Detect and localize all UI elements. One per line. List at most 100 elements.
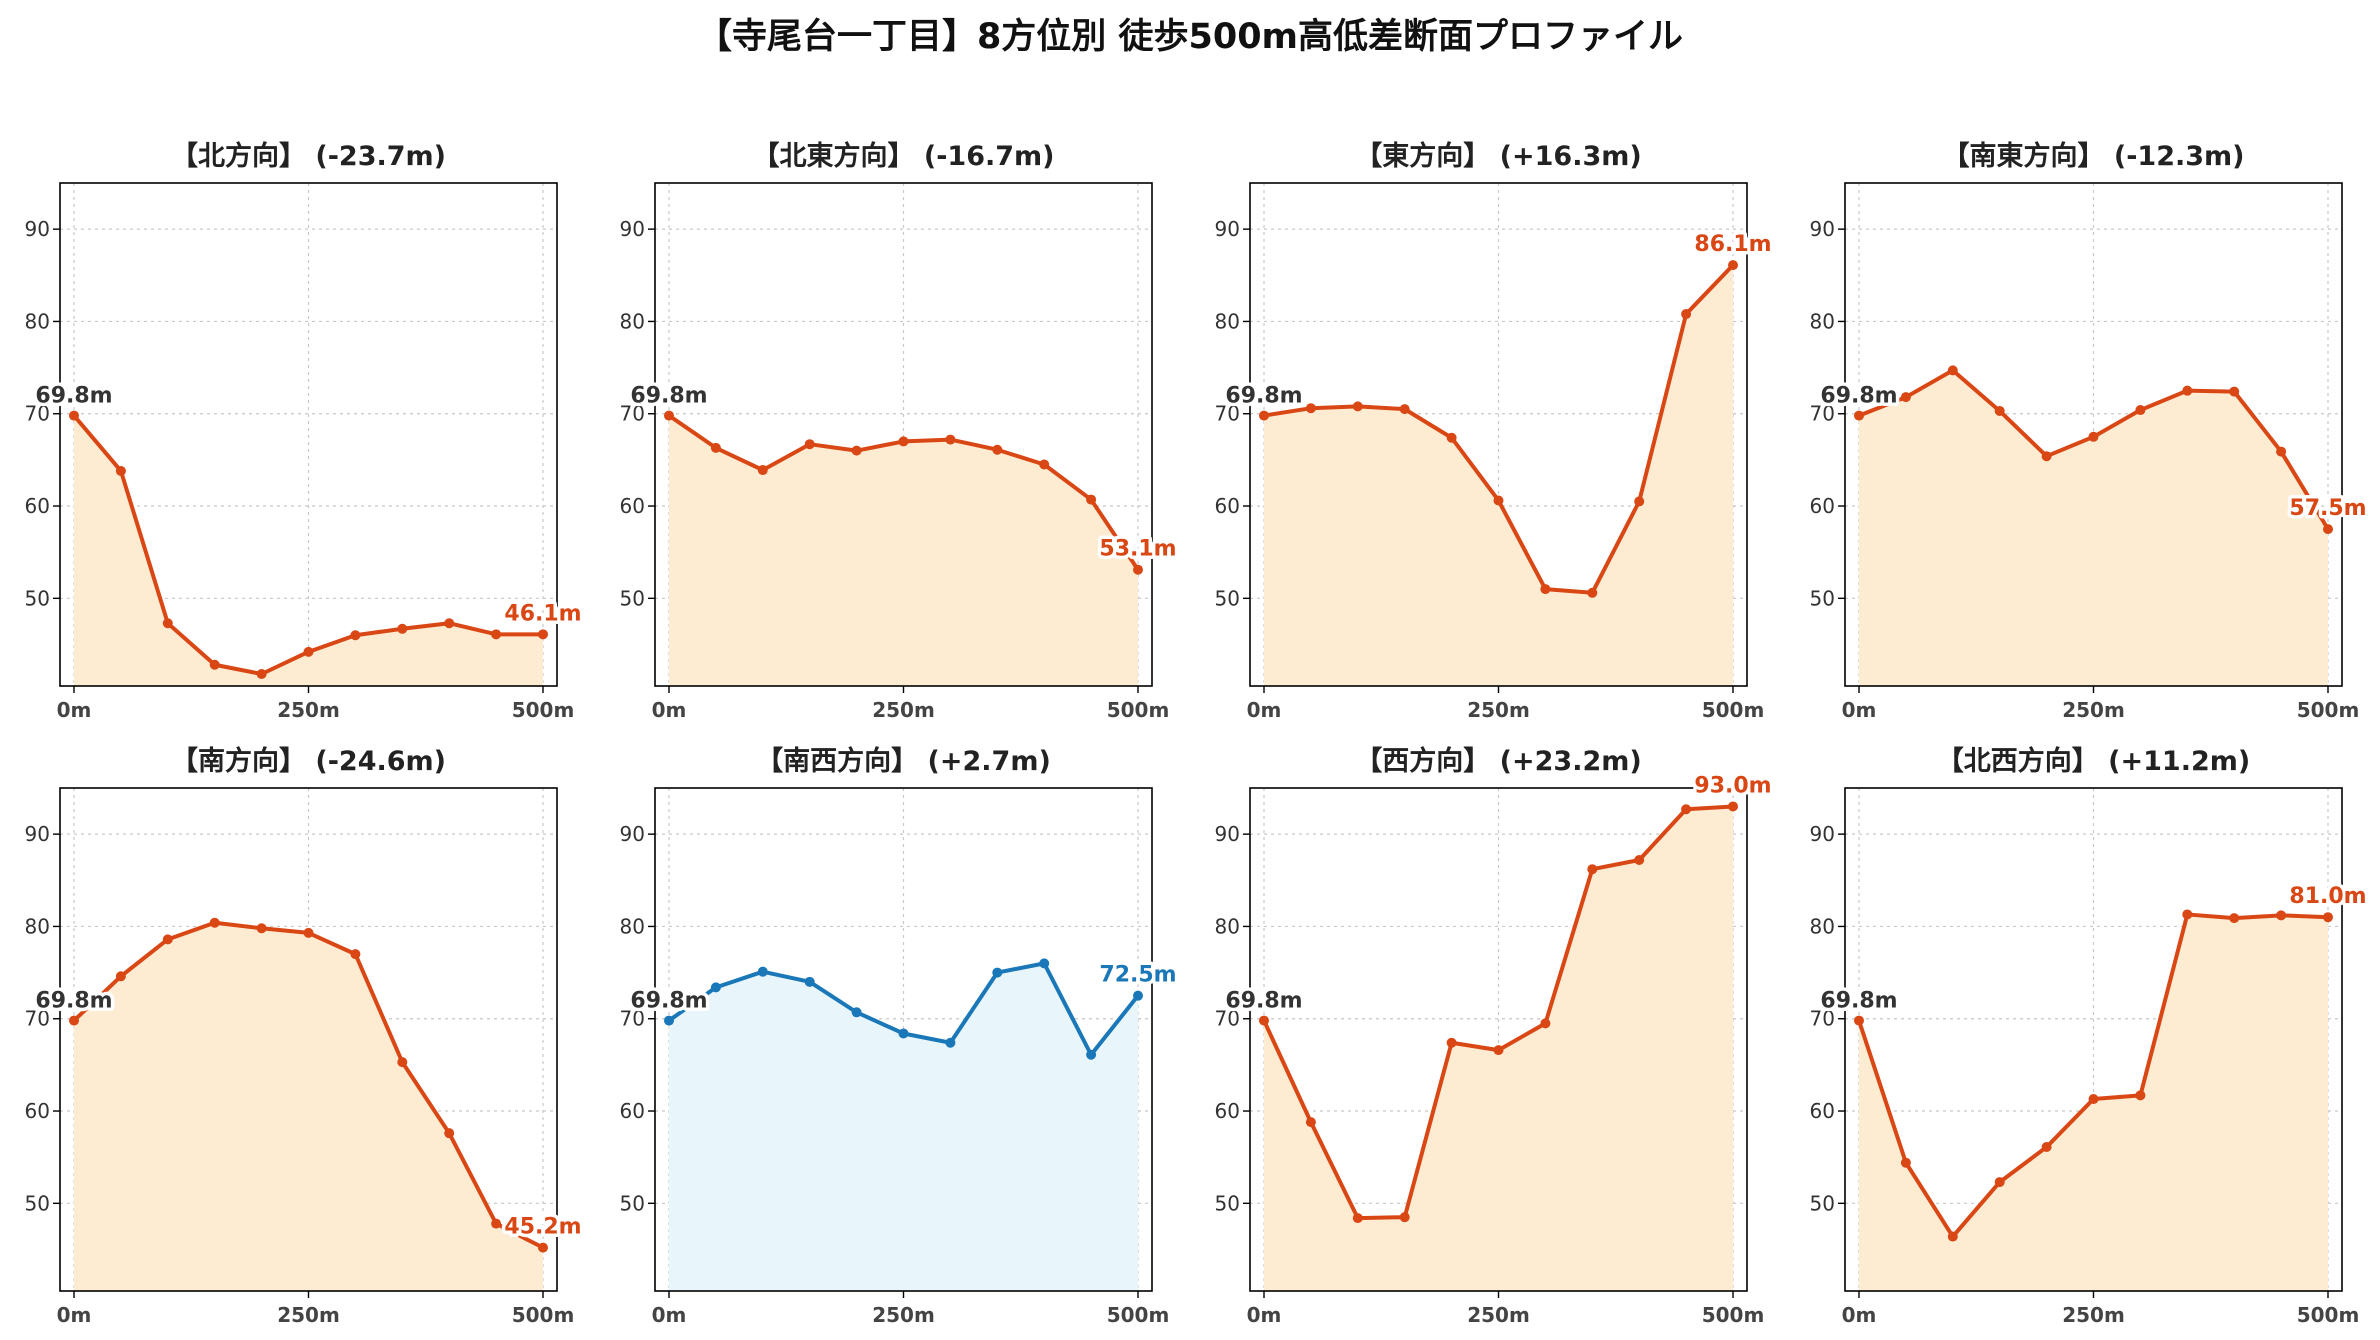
data-point	[69, 410, 79, 421]
subplot-2: 【北東方向】 (-16.7m) 50 60 70 80 90 0m 250m 500m 69.8m…	[620, 140, 1181, 722]
x-tick-label: 500m	[2297, 1303, 2360, 1327]
x-tick-label: 500m	[512, 698, 575, 722]
y-tick-label: 50	[1215, 586, 1240, 610]
data-point	[945, 1037, 956, 1048]
data-point	[804, 976, 815, 987]
end-elevation-label: 72.5m	[1099, 963, 1176, 988]
y-tick-label: 70	[1810, 1007, 1835, 1031]
data-point	[1947, 1231, 1958, 1242]
data-point	[1086, 494, 1097, 505]
data-point	[256, 923, 267, 934]
data-point	[1039, 958, 1050, 969]
y-tick-label: 90	[620, 822, 645, 846]
data-point	[444, 1128, 455, 1139]
data-point	[2229, 913, 2240, 924]
data-point	[209, 917, 220, 928]
y-tick-label: 60	[1810, 494, 1835, 518]
data-point	[1446, 1037, 1457, 1048]
start-elevation-label: 69.8m	[35, 989, 112, 1014]
data-point	[209, 659, 220, 670]
data-point	[1493, 1045, 1504, 1056]
end-elevation-label: 81.0m	[2289, 884, 2366, 909]
y-tick-label: 80	[1810, 309, 1835, 333]
data-point	[2229, 386, 2240, 397]
subplot-1: 【北方向】 (-23.7m) 50 60 70 80 90 0m 250m 500m 69.8m 4…	[25, 140, 586, 722]
x-tick-label: 500m	[1702, 698, 1765, 722]
x-tick-label: 0m	[57, 1303, 92, 1327]
data-point	[1352, 401, 1363, 412]
data-point	[2182, 385, 2193, 396]
data-point	[69, 1015, 79, 1026]
data-point	[898, 1028, 909, 1039]
data-point	[1854, 1015, 1864, 1026]
x-tick-label: 0m	[652, 698, 687, 722]
y-tick-label: 70	[25, 1007, 50, 1031]
subplot-title: 【北東方向】 (-16.7m)	[752, 140, 1054, 172]
y-tick-label: 60	[620, 494, 645, 518]
data-point	[898, 436, 909, 447]
y-tick-label: 80	[620, 914, 645, 938]
data-point	[1540, 584, 1551, 595]
data-point	[851, 1007, 862, 1018]
y-tick-label: 50	[1810, 1191, 1835, 1215]
data-point	[1587, 864, 1598, 875]
x-tick-label: 0m	[1842, 698, 1877, 722]
end-elevation-label: 45.2m	[504, 1215, 581, 1240]
y-tick-label: 80	[1215, 309, 1240, 333]
y-tick-label: 80	[620, 309, 645, 333]
y-tick-label: 50	[620, 1191, 645, 1215]
y-tick-label: 90	[620, 217, 645, 241]
data-point	[444, 618, 455, 629]
x-tick-label: 500m	[2297, 698, 2360, 722]
data-point	[2041, 1142, 2052, 1153]
x-tick-label: 250m	[1467, 1303, 1530, 1327]
y-tick-label: 50	[1810, 586, 1835, 610]
data-point	[757, 966, 768, 977]
x-tick-label: 250m	[872, 1303, 935, 1327]
x-tick-label: 500m	[512, 1303, 575, 1327]
data-point	[664, 410, 674, 421]
data-point	[1399, 1212, 1410, 1223]
x-tick-label: 0m	[1247, 698, 1282, 722]
data-point	[538, 629, 548, 640]
data-point	[1634, 496, 1645, 507]
x-tick-label: 0m	[57, 698, 92, 722]
start-elevation-label: 69.8m	[1820, 989, 1897, 1014]
data-point	[992, 967, 1003, 978]
data-point	[303, 646, 314, 657]
y-tick-label: 90	[25, 217, 50, 241]
start-elevation-label: 69.8m	[1225, 989, 1302, 1014]
data-point	[1947, 365, 1958, 376]
y-tick-label: 50	[25, 586, 50, 610]
data-point	[945, 434, 956, 445]
data-point	[1446, 432, 1457, 443]
y-tick-label: 90	[1810, 822, 1835, 846]
area-fill	[74, 415, 543, 686]
y-tick-label: 80	[25, 309, 50, 333]
area-fill	[74, 922, 543, 1291]
data-point	[1399, 404, 1410, 415]
start-elevation-label: 69.8m	[35, 384, 112, 409]
data-point	[491, 1218, 502, 1229]
subplot-title: 【南方向】 (-24.6m)	[171, 745, 446, 777]
x-tick-label: 250m	[1467, 698, 1530, 722]
y-tick-label: 80	[1215, 914, 1240, 938]
subplot-5: 【南方向】 (-24.6m) 50 60 70 80 90 0m 250m 500m 69.8m 4…	[25, 745, 586, 1327]
area-fill	[1264, 806, 1733, 1291]
subplot-title: 【北西方向】 (+11.2m)	[1937, 745, 2250, 777]
y-tick-label: 80	[25, 914, 50, 938]
data-point	[1305, 1117, 1316, 1128]
data-point	[303, 927, 314, 938]
x-tick-label: 250m	[277, 698, 340, 722]
data-point	[757, 465, 768, 476]
end-elevation-label: 93.0m	[1694, 773, 1771, 798]
subplot-6: 【南西方向】 (+2.7m) 50 60 70 80 90 0m 250m 500m 69.8m 7…	[620, 745, 1181, 1327]
x-tick-label: 500m	[1107, 1303, 1170, 1327]
subplot-title: 【東方向】 (+16.3m)	[1355, 140, 1641, 172]
y-tick-label: 90	[1215, 822, 1240, 846]
start-elevation-label: 69.8m	[630, 384, 707, 409]
y-tick-label: 70	[620, 1007, 645, 1031]
y-tick-label: 50	[620, 586, 645, 610]
